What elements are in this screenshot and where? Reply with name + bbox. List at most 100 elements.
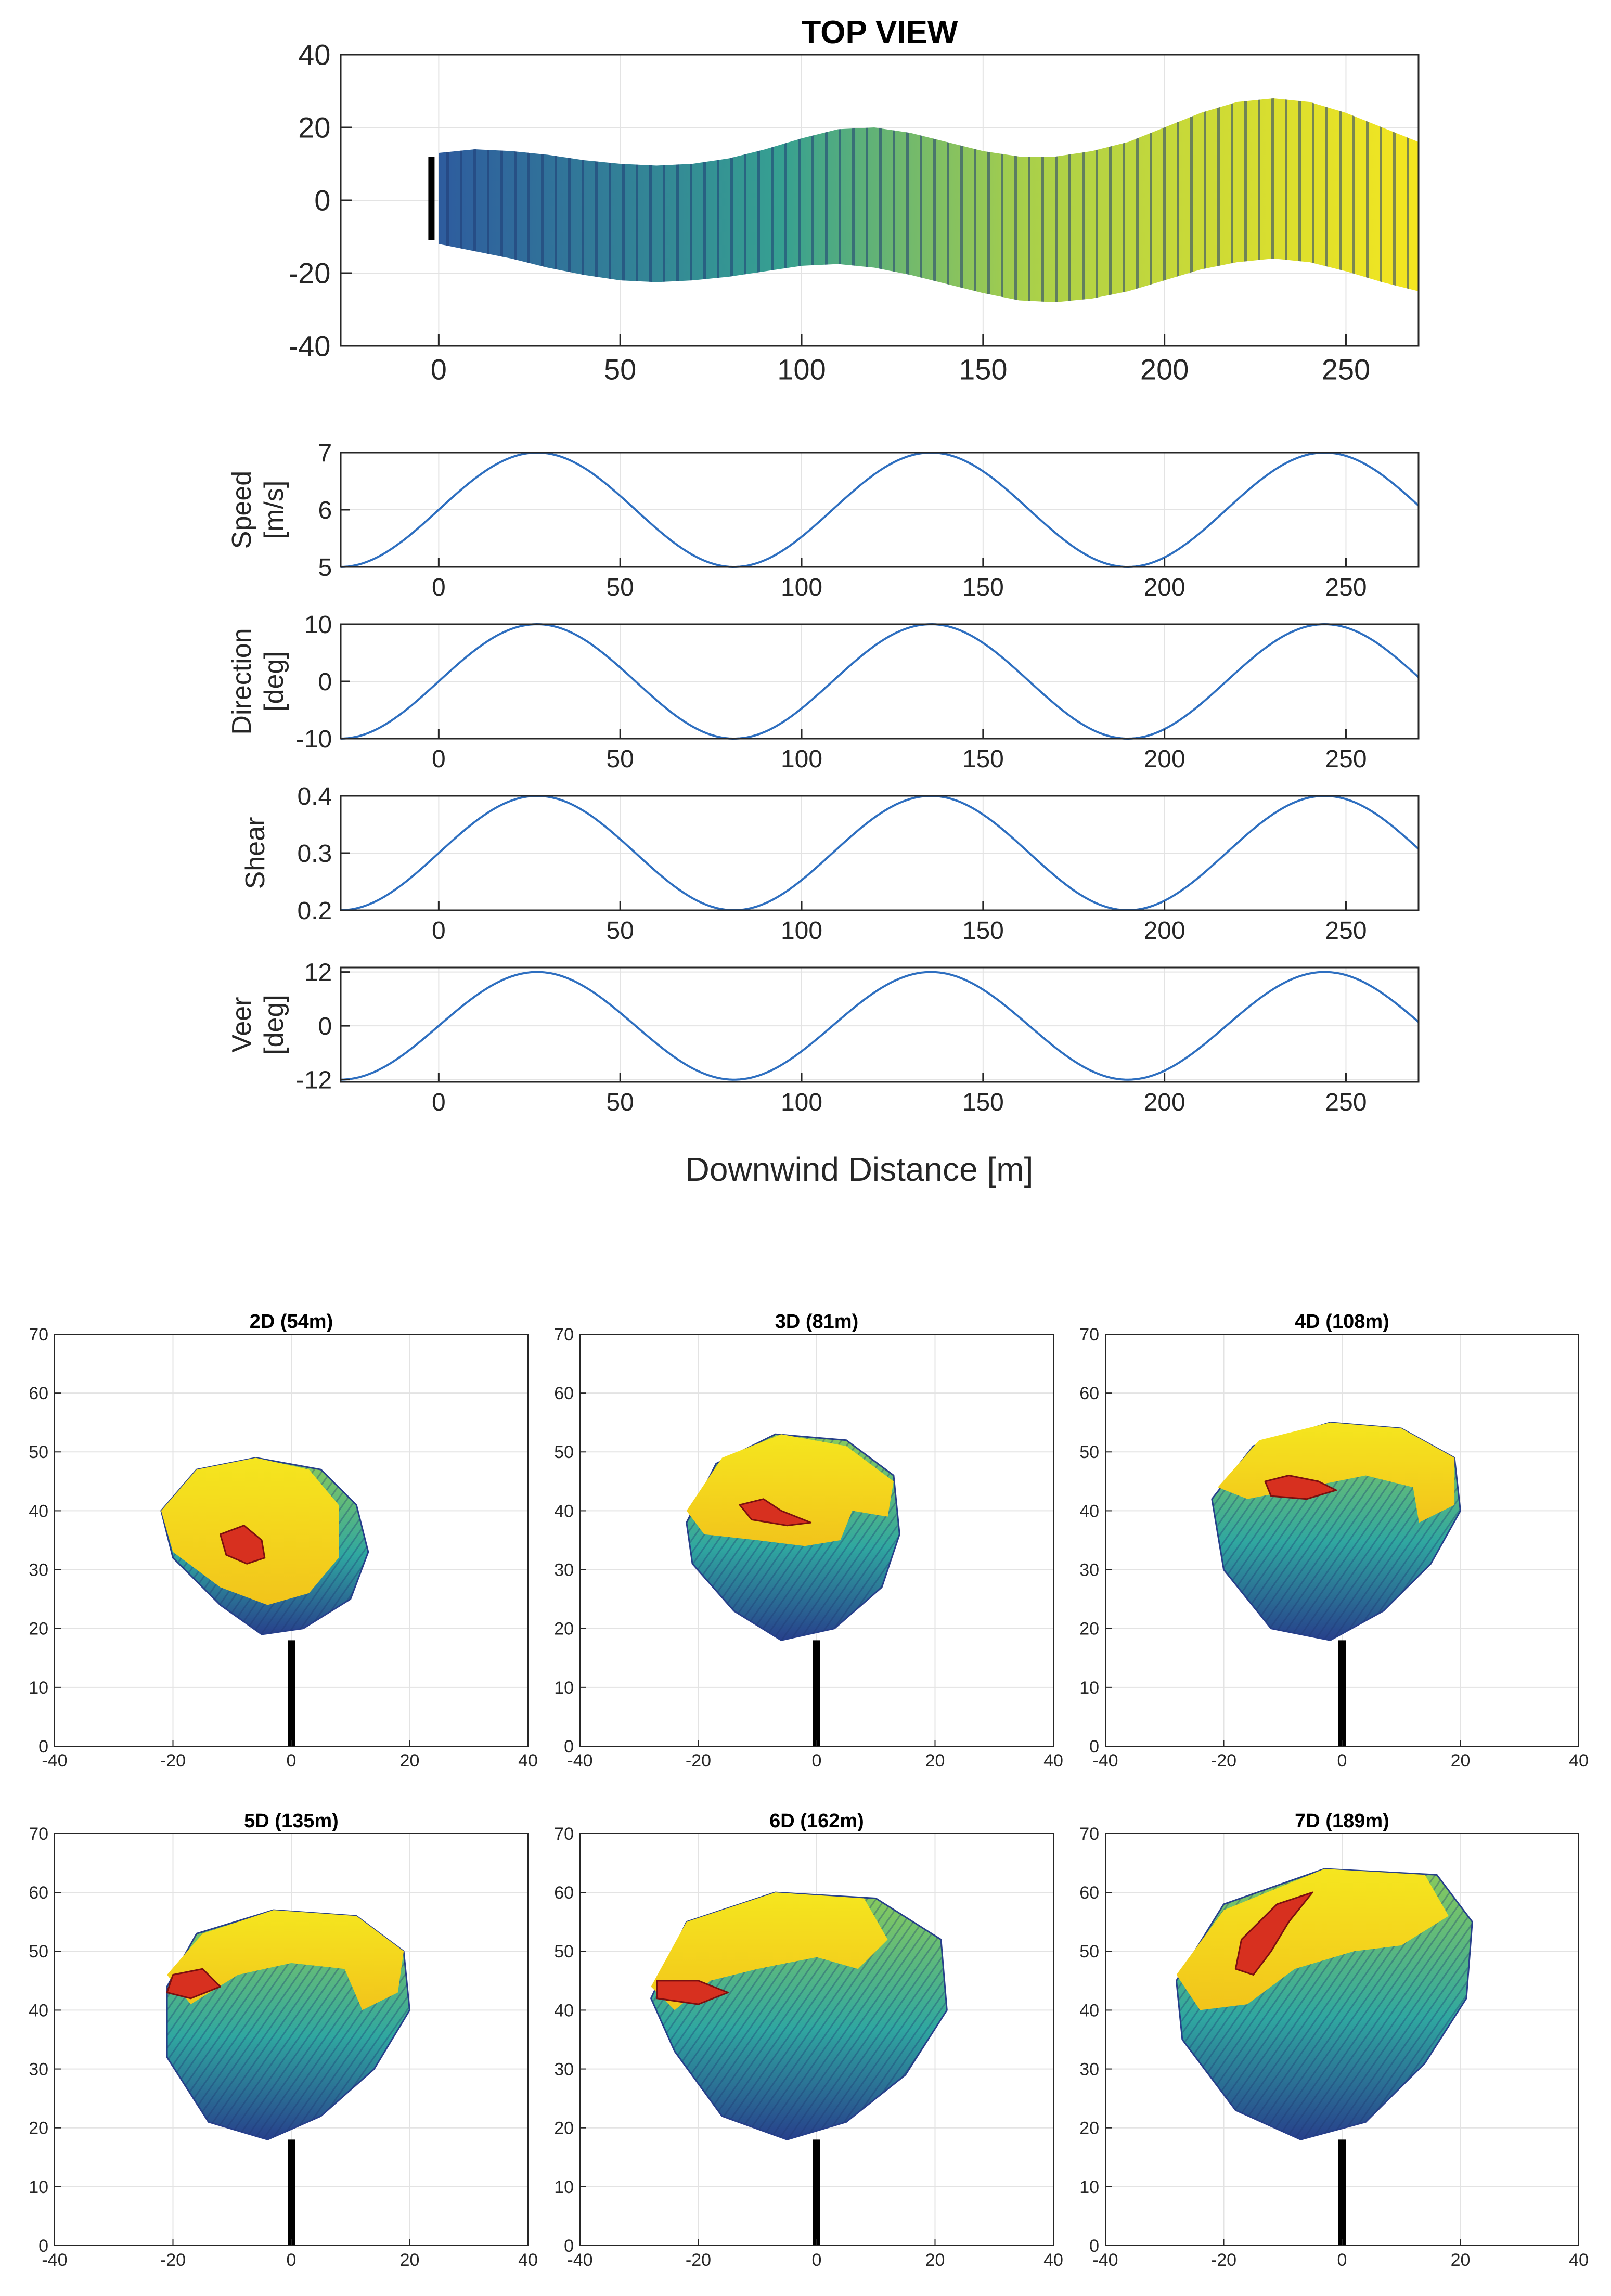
top-view-chart: 0 50 100 150 200 250 -40 -20 0 20 40 TOP VIEW xyxy=(288,15,1420,385)
y-tick-label: 60 xyxy=(29,1883,48,1903)
veer-series-line xyxy=(340,971,1420,1081)
panel-title: 6D (162m) xyxy=(769,1810,864,1832)
cross-section-panel: -40 -20 0 20 40 0 10 20 30 40 50 60 70 7D (189m) xyxy=(1079,1810,1589,2270)
x-tick-label: 0 xyxy=(431,353,447,385)
wake-velocity-deficit xyxy=(651,1892,888,2010)
y-tick-label: 40 xyxy=(29,2001,48,2020)
y-tick-label: 5 xyxy=(318,554,332,582)
y-tick-label: 60 xyxy=(1079,1883,1099,1903)
y-tick-label: 20 xyxy=(1079,1619,1099,1639)
x-tick-label: 200 xyxy=(1144,917,1185,945)
y-tick-label: -10 xyxy=(296,726,332,753)
ylabel-line: Veer xyxy=(227,997,257,1053)
x-tick-label: -20 xyxy=(1211,2250,1236,2270)
x-tick-label: -40 xyxy=(1092,1751,1118,1771)
y-tick-label: 60 xyxy=(1079,1384,1099,1403)
x-tick-label: 20 xyxy=(400,1751,420,1771)
y-tick-label: 50 xyxy=(29,1942,48,1962)
y-tick-label: 30 xyxy=(1079,1560,1099,1580)
x-tick-label: 0 xyxy=(432,574,446,601)
panel-title: 5D (135m) xyxy=(244,1810,339,1832)
y-tick-label: 0 xyxy=(38,2236,48,2256)
x-tick-label: 150 xyxy=(962,574,1004,601)
y-tick-label: 50 xyxy=(1079,1942,1099,1962)
y-tick-label: 10 xyxy=(554,1678,574,1698)
panel-title: 4D (108m) xyxy=(1295,1311,1389,1333)
y-tick-label: 0.2 xyxy=(297,897,332,925)
x-tick-label: 40 xyxy=(1043,2250,1063,2270)
x-tick-label: 250 xyxy=(1322,353,1370,385)
x-tick-label: -40 xyxy=(567,2250,592,2270)
x-tick-label: 50 xyxy=(606,917,634,945)
x-tick-label: -20 xyxy=(160,1751,186,1771)
axes-frame xyxy=(340,966,1420,1083)
y-tick-label: 0 xyxy=(564,1737,574,1757)
y-tick-label: 20 xyxy=(298,111,330,144)
y-tick-label: 20 xyxy=(554,2119,574,2138)
y-tick-label: 0 xyxy=(1089,1737,1099,1757)
x-tick-label: 40 xyxy=(518,2250,538,2270)
y-tick-label: 20 xyxy=(29,2119,48,2138)
speed-series-line xyxy=(340,451,1420,569)
ylabel-line: Speed xyxy=(227,471,257,549)
cross-section-panel: -40 -20 0 20 40 0 10 20 30 40 50 60 70 6D (162m) xyxy=(554,1810,1063,2270)
chart-shear: 0 50 100 150 200 250 0.2 0.3 0.4 Shear xyxy=(240,783,1420,945)
x-tick-label: 100 xyxy=(777,353,826,385)
y-tick-label: 50 xyxy=(554,1942,574,1962)
y-tick-label: 20 xyxy=(1079,2119,1099,2138)
x-tick-label: 0 xyxy=(432,917,446,945)
wake-velocity-deficit xyxy=(1176,1868,1449,2010)
wake-core xyxy=(656,1980,729,2005)
x-tick-label: 100 xyxy=(781,1089,822,1116)
x-tick-label: 0 xyxy=(432,745,446,773)
wake-vortex-lines xyxy=(439,98,1419,302)
x-tick-label: 20 xyxy=(400,2250,420,2270)
x-tick-label: 40 xyxy=(518,1751,538,1771)
x-tick-label: 250 xyxy=(1325,917,1367,945)
x-tick-label: 150 xyxy=(962,917,1004,945)
y-tick-label: 7 xyxy=(318,440,332,467)
wake-core xyxy=(166,1968,221,2000)
wake-core xyxy=(1264,1475,1337,1500)
wake-core xyxy=(1234,1891,1313,1976)
y-tick-label: 70 xyxy=(554,1824,574,1844)
x-tick-label: -20 xyxy=(686,1751,711,1771)
y-tick-label: 30 xyxy=(29,2059,48,2079)
x-tick-label: 250 xyxy=(1325,745,1367,773)
y-tick-label: 10 xyxy=(554,2177,574,2197)
y-tick-label: 6 xyxy=(318,497,332,524)
y-tick-label: 70 xyxy=(29,1325,48,1345)
y-tick-label: 70 xyxy=(1079,1824,1099,1844)
wake-velocity-deficit xyxy=(167,1910,404,2010)
wake-core xyxy=(220,1525,266,1565)
x-tick-label: 100 xyxy=(781,574,822,601)
y-tick-label: 20 xyxy=(29,1619,48,1639)
ylabel-line: Shear xyxy=(240,817,270,889)
x-tick-label: -40 xyxy=(567,1751,592,1771)
x-tick-label: 40 xyxy=(1043,1751,1063,1771)
y-tick-label: 10 xyxy=(1079,1678,1099,1698)
x-tick-label: 50 xyxy=(604,353,636,385)
shear-ylabel: Shear xyxy=(240,817,270,889)
x-tick-label: -20 xyxy=(160,2250,186,2270)
y-tick-label: 0.3 xyxy=(297,840,332,868)
y-tick-label: 0 xyxy=(1089,2236,1099,2256)
y-tick-label: 10 xyxy=(29,2177,48,2197)
x-tick-label: 50 xyxy=(606,745,634,773)
y-tick-label: 70 xyxy=(29,1824,48,1844)
wake-velocity-deficit xyxy=(1218,1422,1455,1523)
y-tick-label: 30 xyxy=(554,1560,574,1580)
chart-veer: 0 50 100 150 200 250 -12 0 12 Veer[deg] xyxy=(227,959,1420,1116)
cross-section-panel: -40 -20 0 20 40 0 10 20 30 40 50 60 70 2D (54m) xyxy=(29,1311,538,1771)
x-tick-label: 200 xyxy=(1144,1089,1185,1116)
y-tick-label: 50 xyxy=(29,1442,48,1462)
y-tick-label: 0.4 xyxy=(297,783,332,810)
y-tick-label: 10 xyxy=(29,1678,48,1698)
y-tick-label: 12 xyxy=(304,959,332,986)
x-tick-label: -40 xyxy=(42,2250,67,2270)
y-tick-label: -40 xyxy=(288,330,330,363)
cross-section-panel: -40 -20 0 20 40 0 10 20 30 40 50 60 70 3D (81m) xyxy=(554,1311,1063,1771)
wake-velocity-deficit xyxy=(686,1434,894,1546)
